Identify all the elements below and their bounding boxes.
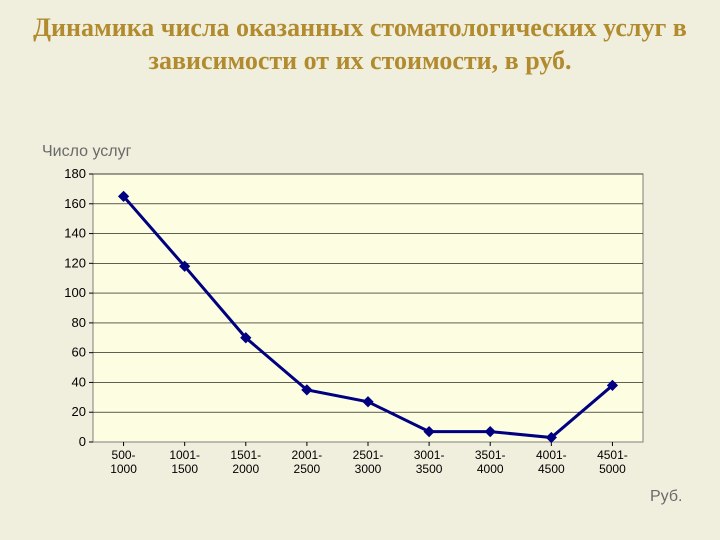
chart-svg: 0 20 40 60 80 100 120 140 160 180 500-1000 1001-150… (48, 168, 648, 508)
svg-text:4001-4500: 4001-4500 (536, 448, 567, 476)
svg-text:4501-5000: 4501-5000 (597, 448, 628, 476)
svg-text:1501-2000: 1501-2000 (230, 448, 261, 476)
svg-text:500-1000: 500-1000 (110, 448, 137, 476)
chart-title: Динамика числа оказанных стоматологическ… (20, 0, 700, 77)
svg-text:80: 80 (72, 315, 86, 330)
line-chart: 0 20 40 60 80 100 120 140 160 180 500-1000 1001-150… (48, 168, 648, 508)
svg-text:20: 20 (72, 404, 86, 419)
svg-text:100: 100 (64, 285, 86, 300)
svg-text:1001-1500: 1001-1500 (169, 448, 200, 476)
x-axis-title: Руб. (650, 488, 682, 506)
svg-text:3501-4000: 3501-4000 (475, 448, 506, 476)
svg-text:180: 180 (64, 168, 86, 181)
svg-text:2501-3000: 2501-3000 (353, 448, 384, 476)
svg-text:0: 0 (79, 434, 86, 449)
svg-text:120: 120 (64, 255, 86, 270)
svg-text:3001-3500: 3001-3500 (414, 448, 445, 476)
svg-text:2001-2500: 2001-2500 (292, 448, 323, 476)
y-axis-title: Число услуг (42, 143, 131, 161)
slide: Динамика числа оказанных стоматологическ… (0, 0, 720, 540)
svg-text:60: 60 (72, 345, 86, 360)
svg-text:160: 160 (64, 196, 86, 211)
svg-text:140: 140 (64, 226, 86, 241)
svg-text:40: 40 (72, 374, 86, 389)
